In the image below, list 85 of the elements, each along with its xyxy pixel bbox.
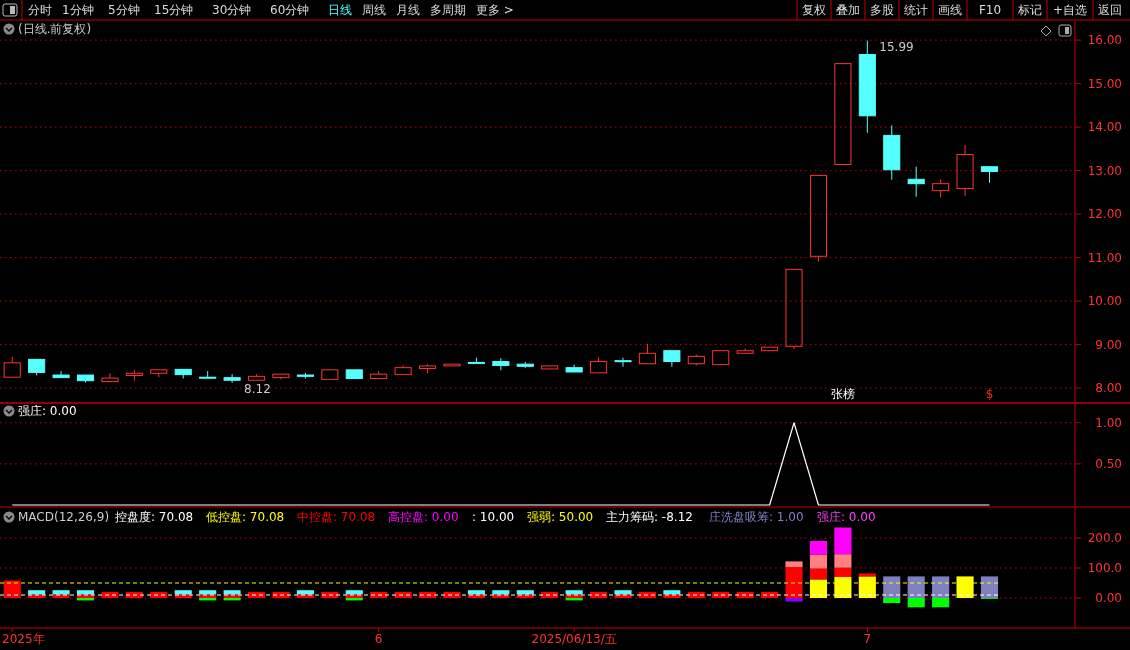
candlestick xyxy=(590,356,608,374)
text: 日线 xyxy=(328,3,352,17)
text: 5分钟 xyxy=(108,3,140,17)
text: F10 xyxy=(978,3,1002,17)
y-tick-label: 13.00 xyxy=(1087,163,1122,178)
annotation: 8.12 xyxy=(244,382,271,397)
text: 中控盘: 70.08 xyxy=(297,510,376,524)
y-tick-label: 200.0 xyxy=(1087,531,1122,546)
y-tick-label: 1.00 xyxy=(1095,415,1122,430)
candlestick xyxy=(101,372,119,383)
ref-line-label: 强弱: 50.00 xyxy=(527,510,594,524)
ref-line-label: : 10.00 xyxy=(472,510,515,524)
candlestick xyxy=(321,369,339,380)
candlestick xyxy=(394,364,412,376)
x-tick-label: 6 xyxy=(374,632,383,646)
text: 返回 xyxy=(1098,3,1122,17)
text: 更多 > xyxy=(476,3,514,17)
y-tick-label: 16.00 xyxy=(1087,33,1122,48)
text: 高控盘: 0.00 xyxy=(388,510,459,524)
annotation: $ xyxy=(985,387,994,401)
text: 多股 xyxy=(870,3,894,17)
candlestick xyxy=(663,350,681,368)
candlestick xyxy=(247,373,266,381)
y-tick-label: 14.00 xyxy=(1087,120,1122,135)
y-tick-label: 8.00 xyxy=(1095,381,1122,396)
candlestick xyxy=(492,357,510,371)
annotation: 主力筹码: -8.12 xyxy=(606,510,693,524)
y-tick-label: 15.00 xyxy=(1087,76,1122,91)
candlestick xyxy=(125,369,143,382)
y-tick-label: 10.00 xyxy=(1087,294,1122,309)
candlestick xyxy=(541,365,559,370)
candlestick xyxy=(52,370,70,379)
text: 月线 xyxy=(396,3,420,17)
annotation: 强庄: 0.00 xyxy=(817,510,876,524)
annotation: 控盘度: 70.08 xyxy=(115,510,194,524)
candlestick xyxy=(223,373,241,384)
candlestick xyxy=(614,357,632,368)
candlestick xyxy=(809,174,828,263)
text: 分时 xyxy=(28,3,52,17)
text: 复权 xyxy=(802,3,826,17)
text: 低控盘: 70.08 xyxy=(206,510,285,524)
text: 多周期 xyxy=(430,3,466,17)
candlestick xyxy=(272,373,290,380)
candlestick xyxy=(638,343,656,365)
text: 15分钟 xyxy=(154,3,194,17)
annotation: 15.99 xyxy=(879,39,914,54)
chart-title: (日线.前复权) xyxy=(18,22,92,36)
candlestick xyxy=(834,63,852,166)
chart-title: MACD(12,26,9) xyxy=(18,510,110,524)
candlestick xyxy=(712,350,730,366)
x-tick-label: 2025/06/13/五 xyxy=(531,632,617,646)
x-tick-label: 2025年 xyxy=(2,632,45,646)
text: 标记 xyxy=(1017,3,1042,17)
text: 统计 xyxy=(904,3,928,17)
candlestick xyxy=(370,370,388,380)
candlestick xyxy=(345,369,363,380)
text: +自选 xyxy=(1052,3,1088,17)
x-tick-label: 7 xyxy=(863,632,872,646)
candlestick xyxy=(883,124,901,181)
candlestick xyxy=(858,40,876,134)
candlestick xyxy=(785,268,803,350)
candlestick xyxy=(956,144,974,197)
candlestick xyxy=(443,363,461,367)
candlestick xyxy=(907,166,925,198)
y-tick-label: 100.0 xyxy=(1087,561,1122,576)
text: 60分钟 xyxy=(270,3,310,17)
candlestick xyxy=(174,368,192,380)
text: 30分钟 xyxy=(212,3,252,17)
y-tick-label: 0.50 xyxy=(1095,457,1122,472)
candlestick xyxy=(565,364,583,373)
candlestick xyxy=(199,370,217,379)
candlestick xyxy=(980,166,999,184)
y-tick-label: 0.00 xyxy=(1095,591,1122,606)
annotation: 张榜 xyxy=(830,387,855,401)
text: 画线 xyxy=(938,3,962,17)
text: 叠加 xyxy=(836,3,860,17)
y-tick-label: 11.00 xyxy=(1087,250,1122,265)
text: 庄洗盘吸筹: 1.00 xyxy=(709,510,804,524)
y-tick-label: 12.00 xyxy=(1087,207,1122,222)
candlestick xyxy=(761,346,779,352)
y-tick-label: 9.00 xyxy=(1095,337,1122,352)
text: 1分钟 xyxy=(62,3,94,17)
text: 周线 xyxy=(362,3,386,17)
text: 强庄: 0.00 xyxy=(18,404,77,418)
candlestick xyxy=(932,178,950,199)
